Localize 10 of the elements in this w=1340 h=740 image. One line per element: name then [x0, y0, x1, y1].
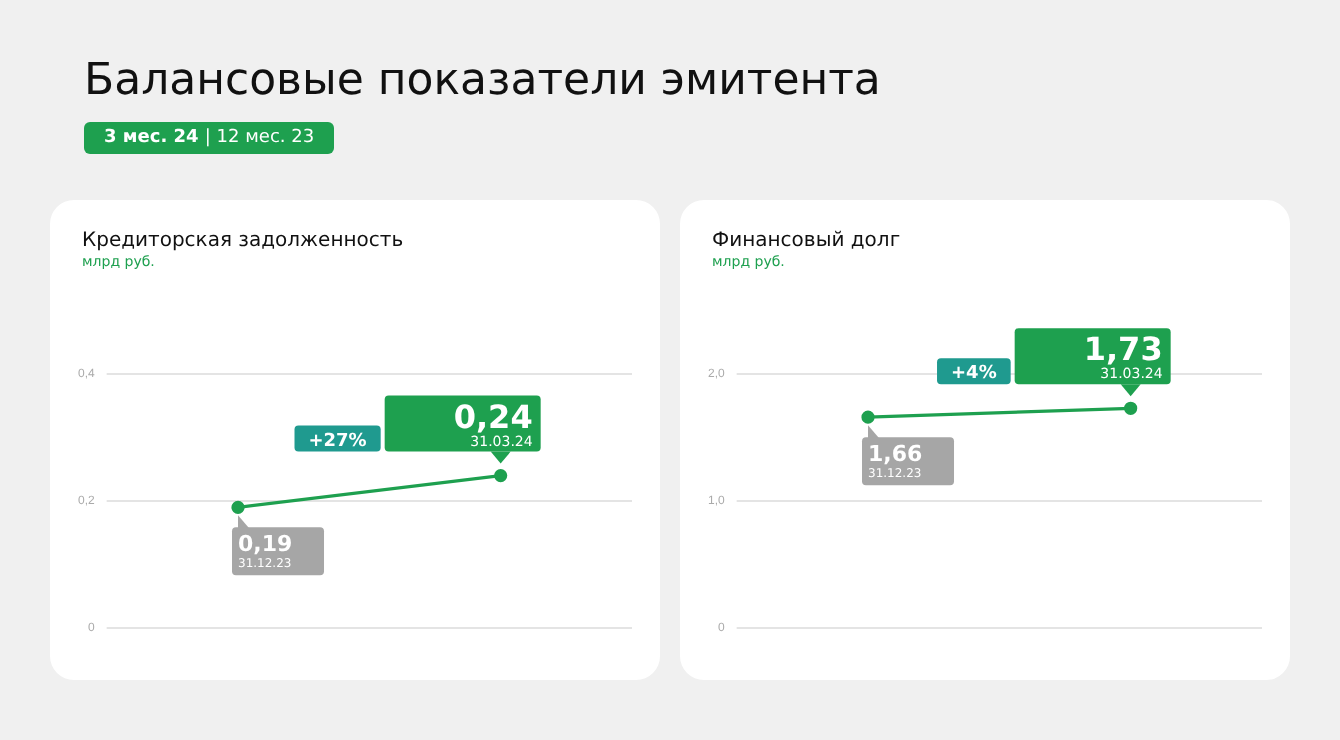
chart-title: Кредиторская задолженность [82, 230, 404, 252]
data-label: 0,24 [453, 397, 533, 436]
annotation: +4% [951, 364, 997, 385]
data-label: 1,66 [868, 441, 923, 468]
text: 3 мес. 24 | 12 мес. 23 [84, 122, 335, 154]
annotation: +27% [308, 431, 367, 452]
chart-title: Финансовый долг [712, 230, 901, 252]
data-label: 1,73 [1083, 330, 1163, 369]
data-label: 0,19 [238, 531, 293, 558]
text: Балансовые показатели эмитента [84, 56, 881, 106]
